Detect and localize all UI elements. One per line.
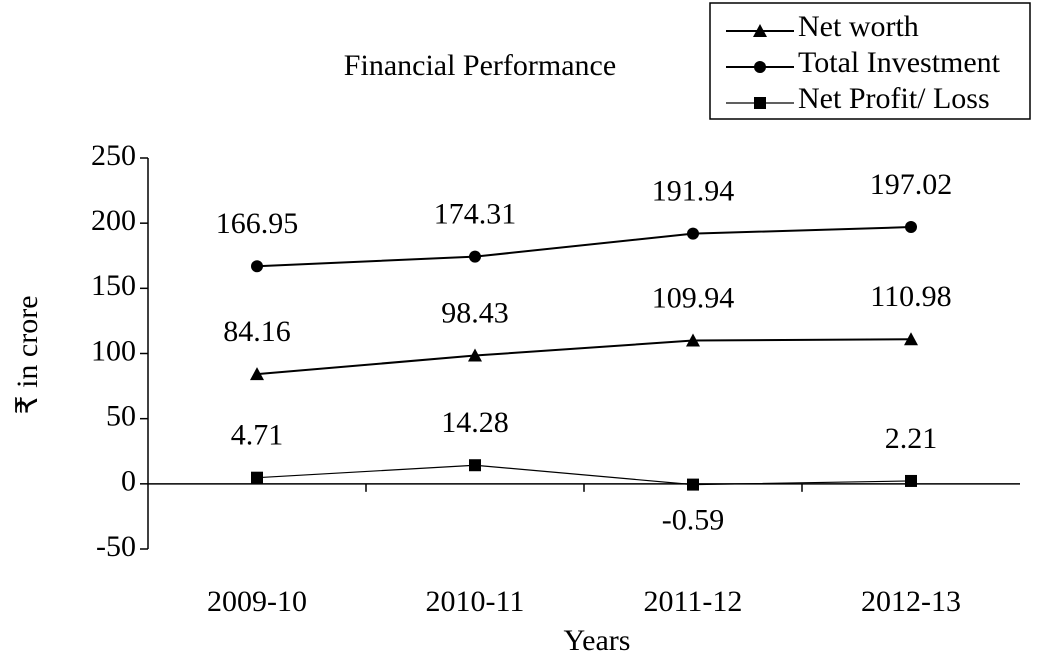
data-label: 4.71 xyxy=(231,419,284,452)
marker xyxy=(754,97,766,109)
data-label: 110.98 xyxy=(870,280,951,313)
x-axis-label: Years xyxy=(564,624,631,657)
data-label: 197.02 xyxy=(870,168,953,201)
y-axis-label: ₹ in crore xyxy=(11,295,44,414)
data-label: 14.28 xyxy=(441,406,509,439)
marker xyxy=(469,250,481,263)
x-tick-label: 2012-13 xyxy=(861,585,961,618)
marker xyxy=(251,260,263,273)
series-line xyxy=(256,464,912,486)
data-label: 166.95 xyxy=(216,207,299,240)
marker xyxy=(469,459,481,472)
data-label: -0.59 xyxy=(662,503,725,536)
marker xyxy=(687,478,699,491)
marker xyxy=(251,471,263,484)
y-tick-label: 250 xyxy=(91,139,136,172)
marker xyxy=(904,332,918,346)
legend-label: Net worth xyxy=(798,10,919,43)
y-tick-label: 0 xyxy=(121,465,136,498)
marker xyxy=(468,348,482,362)
x-tick-label: 2009-10 xyxy=(207,585,307,618)
y-tick-label: 100 xyxy=(91,334,136,367)
marker xyxy=(905,474,917,487)
marker xyxy=(250,367,264,381)
data-label: 174.31 xyxy=(434,198,517,231)
legend-label: Net Profit/ Loss xyxy=(798,82,990,115)
marker xyxy=(905,221,917,234)
y-tick-label: 200 xyxy=(91,204,136,237)
data-label: 84.16 xyxy=(223,315,291,348)
y-tick-label: -50 xyxy=(96,530,136,563)
y-tick-label: 50 xyxy=(106,400,136,433)
chart-title: Financial Performance xyxy=(344,49,616,82)
legend-label: Total Investment xyxy=(798,46,1001,79)
series-line xyxy=(256,226,912,268)
series-line xyxy=(256,338,912,376)
data-label: 109.94 xyxy=(652,281,735,314)
data-label: 98.43 xyxy=(441,296,509,329)
marker xyxy=(754,61,766,73)
x-tick-label: 2010-11 xyxy=(426,585,525,618)
x-tick-label: 2011-12 xyxy=(644,585,743,618)
y-tick-label: 150 xyxy=(91,269,136,302)
marker xyxy=(686,333,700,347)
data-label: 191.94 xyxy=(652,175,735,208)
marker xyxy=(687,227,699,240)
data-label: 2.21 xyxy=(885,422,938,455)
marker xyxy=(753,24,767,37)
